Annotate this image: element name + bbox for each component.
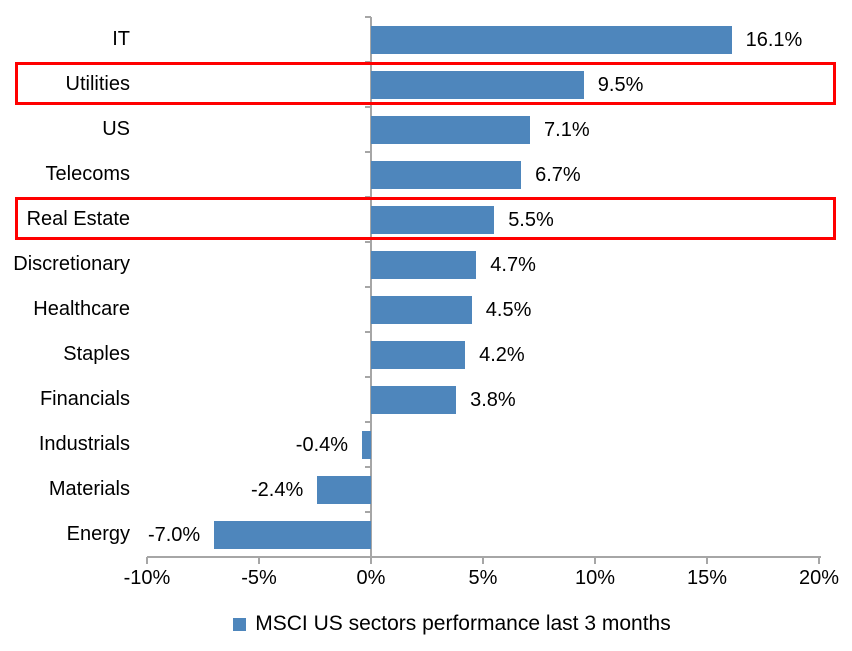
bar-real-estate: [371, 205, 495, 234]
y-axis-tick: [364, 16, 371, 18]
bar-it: [371, 25, 732, 54]
highlight-box-utilities: [15, 62, 836, 105]
x-axis-tick: [370, 557, 372, 564]
bar-healthcare: [371, 295, 472, 324]
bar-energy: [214, 520, 371, 549]
bar-us: [371, 115, 531, 144]
highlight-box-real-estate: [15, 197, 836, 240]
x-axis-tick: [706, 557, 708, 564]
x-axis-tick-label: 5%: [468, 567, 498, 589]
value-label-it: 16.1%: [745, 28, 803, 51]
y-axis-tick: [364, 106, 371, 108]
category-label-it: IT: [112, 28, 130, 50]
value-label-financials: 3.8%: [470, 388, 516, 411]
x-axis-line: [147, 556, 821, 558]
category-label-financials: Financials: [39, 388, 130, 410]
x-axis-tick: [818, 557, 820, 564]
y-axis-tick: [364, 421, 371, 423]
category-label-materials: Materials: [48, 478, 130, 500]
y-axis-tick: [364, 151, 371, 153]
value-label-energy: -7.0%: [147, 523, 201, 546]
bar-materials: [317, 475, 371, 504]
x-axis-tick-label: 20%: [798, 567, 840, 589]
bar-industrials: [362, 430, 371, 459]
value-label-healthcare: 4.5%: [485, 298, 532, 321]
x-axis-tick-label: -10%: [123, 567, 171, 589]
value-label-staples: 4.2%: [479, 343, 525, 366]
value-label-telecoms: 6.7%: [535, 163, 581, 186]
bar-financials: [371, 385, 457, 414]
y-axis-tick: [364, 376, 371, 378]
y-axis-tick: [364, 511, 371, 513]
bar-staples: [371, 340, 466, 369]
x-axis-tick: [258, 557, 260, 564]
category-label-industrials: Industrials: [38, 433, 130, 455]
legend: MSCI US sectors performance last 3 month…: [26, 606, 852, 642]
category-label-telecoms: Telecoms: [45, 163, 130, 185]
value-label-discretionary: 4.7%: [490, 253, 536, 276]
category-label-staples: Staples: [63, 343, 130, 365]
bar-telecoms: [371, 160, 522, 189]
x-axis-tick-label: 0%: [356, 567, 386, 589]
y-axis-tick: [364, 241, 371, 243]
value-label-materials: -2.4%: [250, 478, 304, 501]
legend-label: MSCI US sectors performance last 3 month…: [255, 612, 671, 635]
category-label-energy: Energy: [66, 523, 130, 545]
value-label-us: 7.1%: [544, 118, 590, 141]
value-label-utilities: 9.5%: [597, 73, 644, 96]
category-label-discretionary: Discretionary: [13, 253, 130, 275]
category-label-real-estate: Real Estate: [26, 208, 130, 230]
value-label-real-estate: 5.5%: [508, 208, 554, 231]
x-axis-tick: [594, 557, 596, 564]
bar-utilities: [371, 70, 584, 99]
value-label-industrials: -0.4%: [295, 433, 349, 456]
x-axis-tick: [146, 557, 148, 564]
category-label-healthcare: Healthcare: [33, 298, 130, 320]
y-axis-tick: [364, 466, 371, 468]
bar-discretionary: [371, 250, 477, 279]
category-label-us: US: [102, 118, 130, 140]
y-axis-tick: [364, 331, 371, 333]
x-axis-tick-label: 10%: [574, 567, 616, 589]
x-axis-tick-label: 15%: [686, 567, 728, 589]
legend-swatch-icon: [233, 617, 247, 631]
y-axis-tick: [364, 286, 371, 288]
x-axis-tick-label: -5%: [241, 567, 277, 589]
category-label-utilities: Utilities: [65, 73, 130, 95]
y-axis-line: [370, 17, 372, 557]
x-axis-tick: [482, 557, 484, 564]
